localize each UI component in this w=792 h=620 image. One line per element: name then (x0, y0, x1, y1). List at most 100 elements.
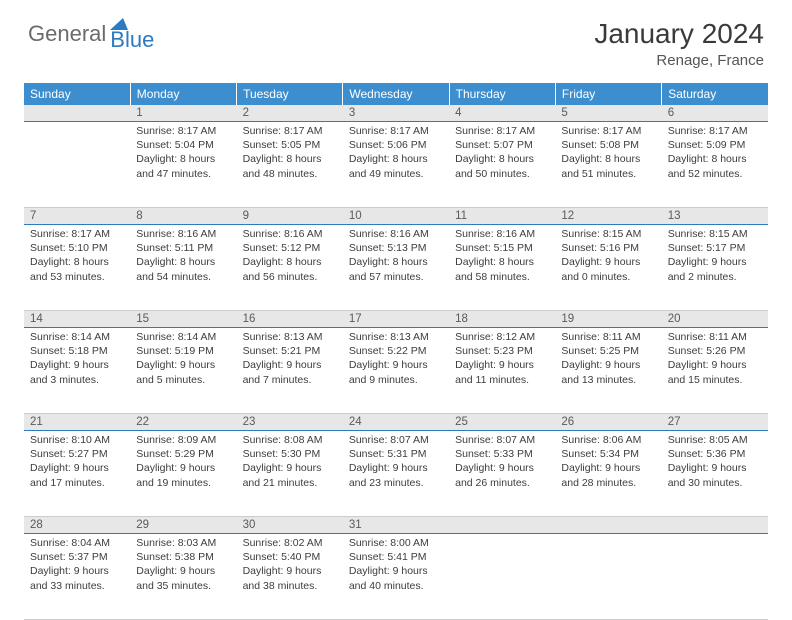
day-cell (449, 534, 555, 620)
day2-text: and 3 minutes. (30, 373, 124, 387)
day-cell-text: Sunrise: 8:10 AMSunset: 5:27 PMDaylight:… (30, 433, 124, 490)
daynum-row: 123456 (24, 105, 768, 122)
day-header: Saturday (662, 83, 768, 105)
day-cell-text: Sunrise: 8:17 AMSunset: 5:07 PMDaylight:… (455, 124, 549, 181)
daynum-row: 21222324252627 (24, 414, 768, 431)
sunset-text: Sunset: 5:40 PM (243, 550, 337, 564)
day2-text: and 0 minutes. (561, 270, 655, 284)
day-number-cell: 23 (237, 414, 343, 431)
day-cell: Sunrise: 8:13 AMSunset: 5:22 PMDaylight:… (343, 328, 449, 414)
day-number: 10 (349, 210, 362, 222)
day-cell (24, 122, 130, 208)
sunrise-text: Sunrise: 8:17 AM (455, 124, 549, 138)
day1-text: Daylight: 8 hours (668, 152, 762, 166)
day-cell-text: Sunrise: 8:05 AMSunset: 5:36 PMDaylight:… (668, 433, 762, 490)
day1-text: Daylight: 9 hours (136, 461, 230, 475)
sunrise-text: Sunrise: 8:03 AM (136, 536, 230, 550)
day2-text: and 13 minutes. (561, 373, 655, 387)
day-cell: Sunrise: 8:07 AMSunset: 5:31 PMDaylight:… (343, 431, 449, 517)
day1-text: Daylight: 8 hours (243, 255, 337, 269)
day1-text: Daylight: 8 hours (30, 255, 124, 269)
day-number: 1 (136, 107, 142, 119)
sunset-text: Sunset: 5:37 PM (30, 550, 124, 564)
day1-text: Daylight: 9 hours (455, 461, 549, 475)
day1-text: Daylight: 9 hours (349, 358, 443, 372)
day2-text: and 35 minutes. (136, 579, 230, 593)
day1-text: Daylight: 8 hours (561, 152, 655, 166)
week-row: Sunrise: 8:14 AMSunset: 5:18 PMDaylight:… (24, 328, 768, 414)
day-number: 9 (243, 210, 249, 222)
day-number-cell: 30 (237, 517, 343, 534)
sunset-text: Sunset: 5:23 PM (455, 344, 549, 358)
sunrise-text: Sunrise: 8:00 AM (349, 536, 443, 550)
day-number: 30 (243, 519, 256, 531)
day-cell: Sunrise: 8:07 AMSunset: 5:33 PMDaylight:… (449, 431, 555, 517)
day-cell-text: Sunrise: 8:15 AMSunset: 5:17 PMDaylight:… (668, 227, 762, 284)
day-cell: Sunrise: 8:16 AMSunset: 5:12 PMDaylight:… (237, 225, 343, 311)
day1-text: Daylight: 9 hours (136, 358, 230, 372)
day-number-cell: 19 (555, 311, 661, 328)
day1-text: Daylight: 9 hours (561, 255, 655, 269)
day-cell-text: Sunrise: 8:14 AMSunset: 5:18 PMDaylight:… (30, 330, 124, 387)
sunrise-text: Sunrise: 8:17 AM (136, 124, 230, 138)
day-number: 6 (668, 107, 674, 119)
day-number-cell (555, 517, 661, 534)
day-cell: Sunrise: 8:06 AMSunset: 5:34 PMDaylight:… (555, 431, 661, 517)
day-number-cell: 18 (449, 311, 555, 328)
day-number-cell: 4 (449, 105, 555, 122)
day-cell-text: Sunrise: 8:04 AMSunset: 5:37 PMDaylight:… (30, 536, 124, 593)
day-number: 26 (561, 416, 574, 428)
day1-text: Daylight: 8 hours (349, 255, 443, 269)
week-row: Sunrise: 8:17 AMSunset: 5:04 PMDaylight:… (24, 122, 768, 208)
day-cell: Sunrise: 8:08 AMSunset: 5:30 PMDaylight:… (237, 431, 343, 517)
day-number-cell: 8 (130, 208, 236, 225)
sunset-text: Sunset: 5:04 PM (136, 138, 230, 152)
day-number-cell: 6 (662, 105, 768, 122)
day2-text: and 11 minutes. (455, 373, 549, 387)
day-number: 17 (349, 313, 362, 325)
week-row: Sunrise: 8:10 AMSunset: 5:27 PMDaylight:… (24, 431, 768, 517)
day-number-cell: 21 (24, 414, 130, 431)
day-cell: Sunrise: 8:09 AMSunset: 5:29 PMDaylight:… (130, 431, 236, 517)
day-cell-text: Sunrise: 8:13 AMSunset: 5:22 PMDaylight:… (349, 330, 443, 387)
day1-text: Daylight: 8 hours (455, 152, 549, 166)
day2-text: and 17 minutes. (30, 476, 124, 490)
day-number: 14 (30, 313, 43, 325)
sunrise-text: Sunrise: 8:16 AM (455, 227, 549, 241)
day2-text: and 52 minutes. (668, 167, 762, 181)
day-number-cell: 22 (130, 414, 236, 431)
sunrise-text: Sunrise: 8:07 AM (349, 433, 443, 447)
sunset-text: Sunset: 5:06 PM (349, 138, 443, 152)
sunset-text: Sunset: 5:26 PM (668, 344, 762, 358)
sunrise-text: Sunrise: 8:12 AM (455, 330, 549, 344)
sunrise-text: Sunrise: 8:16 AM (243, 227, 337, 241)
day-cell-text: Sunrise: 8:15 AMSunset: 5:16 PMDaylight:… (561, 227, 655, 284)
day1-text: Daylight: 8 hours (349, 152, 443, 166)
day-number: 7 (30, 210, 36, 222)
day-number-cell (662, 517, 768, 534)
day-cell: Sunrise: 8:03 AMSunset: 5:38 PMDaylight:… (130, 534, 236, 620)
day-header: Sunday (24, 83, 130, 105)
day-header: Tuesday (237, 83, 343, 105)
sunrise-text: Sunrise: 8:10 AM (30, 433, 124, 447)
sunrise-text: Sunrise: 8:08 AM (243, 433, 337, 447)
sunrise-text: Sunrise: 8:17 AM (668, 124, 762, 138)
day-header: Wednesday (343, 83, 449, 105)
sunrise-text: Sunrise: 8:11 AM (561, 330, 655, 344)
day-number-cell: 10 (343, 208, 449, 225)
day-number: 2 (243, 107, 249, 119)
sunset-text: Sunset: 5:41 PM (349, 550, 443, 564)
sunrise-text: Sunrise: 8:04 AM (30, 536, 124, 550)
day-number-cell: 29 (130, 517, 236, 534)
day-number-cell: 25 (449, 414, 555, 431)
day1-text: Daylight: 9 hours (243, 564, 337, 578)
day-cell: Sunrise: 8:15 AMSunset: 5:17 PMDaylight:… (662, 225, 768, 311)
day-cell: Sunrise: 8:16 AMSunset: 5:15 PMDaylight:… (449, 225, 555, 311)
day-number-cell: 12 (555, 208, 661, 225)
sunrise-text: Sunrise: 8:17 AM (561, 124, 655, 138)
location-text: Renage, France (594, 52, 764, 69)
day-cell: Sunrise: 8:17 AMSunset: 5:10 PMDaylight:… (24, 225, 130, 311)
day-cell-text: Sunrise: 8:16 AMSunset: 5:11 PMDaylight:… (136, 227, 230, 284)
day-cell: Sunrise: 8:04 AMSunset: 5:37 PMDaylight:… (24, 534, 130, 620)
day2-text: and 23 minutes. (349, 476, 443, 490)
